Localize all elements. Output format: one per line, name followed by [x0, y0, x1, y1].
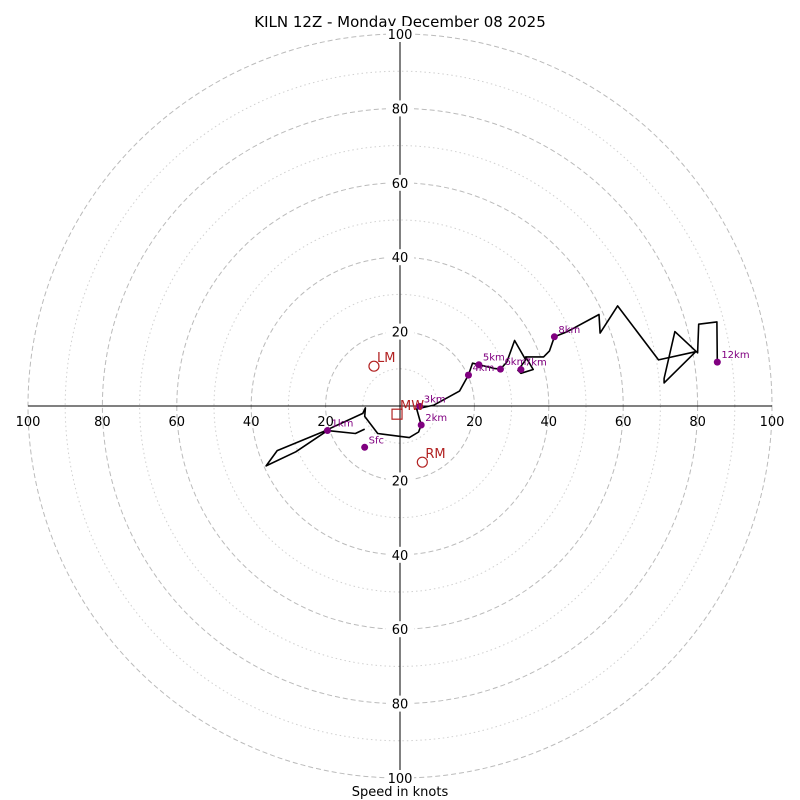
tick-label-background	[386, 26, 414, 42]
y-tick-label-down: 60	[392, 623, 409, 638]
y-tick-label-down: 40	[392, 549, 409, 564]
y-tick-label-down: 80	[392, 698, 409, 713]
x-tick-label-right: 60	[615, 415, 632, 430]
height-marker-1km	[323, 427, 331, 435]
height-marker-3km	[416, 402, 424, 410]
tick-label-background	[386, 546, 414, 563]
axes	[28, 34, 772, 778]
x-tick-label-left: 80	[94, 415, 111, 430]
y-tick-label-up: 100	[388, 28, 413, 43]
tick-label-background	[386, 323, 414, 340]
tick-label-background	[386, 100, 414, 117]
x-tick-label-left: 100	[16, 415, 41, 430]
height-label-sfc: Sfc	[369, 435, 384, 446]
x-tick-label-right: 80	[689, 415, 706, 430]
y-tick-label-up: 60	[392, 177, 409, 192]
height-label-7km: 7km	[525, 358, 547, 369]
tick-label-background	[386, 174, 414, 191]
mean-wind-marker	[391, 408, 403, 420]
height-label-6km: 6km	[504, 357, 526, 368]
height-marker-4km	[464, 371, 472, 379]
chart-title: KILN 12Z - Monday December 08 2025	[254, 13, 545, 31]
height-marker-7km	[517, 366, 525, 374]
x-axis-label: Speed in knots	[352, 785, 449, 800]
lm-motion-marker	[368, 360, 380, 372]
height-marker-8km	[550, 333, 558, 341]
height-label-5km: 5km	[483, 353, 505, 364]
x-tick-label-right: 100	[760, 415, 785, 430]
height-label-2km: 2km	[425, 413, 447, 424]
height-marker-2km	[417, 421, 425, 429]
x-tick-label-left: 60	[169, 415, 186, 430]
tick-label-background	[386, 621, 414, 638]
height-label-3km: 3km	[424, 394, 446, 405]
height-label-4km: 4km	[472, 363, 494, 374]
tick-label-background	[386, 770, 414, 786]
height-label-8km: 8km	[558, 325, 580, 336]
storm-motion-markers: LM RM MW	[368, 351, 446, 468]
height-marker-12km	[713, 358, 721, 366]
x-tick-label-left: 20	[317, 415, 334, 430]
tick-labels: 20 20 20 20 40 40 40 40 60 60 60 60 80 80 80 80 100 100 10…	[16, 26, 785, 787]
height-marker-5km	[475, 361, 483, 369]
y-tick-label-up: 40	[392, 251, 409, 266]
height-marker-6km	[496, 365, 504, 373]
wind-trace-line	[265, 305, 719, 467]
rm-motion-label: RM	[425, 447, 445, 462]
y-tick-label-down: 20	[392, 474, 409, 489]
tick-label-background	[386, 695, 414, 712]
mw-motion-label: MW	[400, 399, 424, 414]
x-tick-label-right: 40	[541, 415, 558, 430]
y-tick-label-up: 20	[392, 326, 409, 341]
x-tick-label-left: 40	[243, 415, 260, 430]
height-marker-sfc	[361, 443, 369, 451]
x-tick-label-right: 20	[466, 415, 483, 430]
y-tick-label-down: 100	[388, 772, 413, 787]
rm-motion-marker	[416, 456, 428, 468]
tick-label-background	[386, 249, 414, 266]
lm-motion-label: LM	[377, 351, 395, 366]
height-label-12km: 12km	[721, 350, 749, 361]
tick-label-background	[386, 472, 414, 489]
y-tick-label-up: 80	[392, 102, 409, 117]
wind-trace	[265, 305, 719, 467]
height-label-1km: 1km	[331, 419, 353, 430]
